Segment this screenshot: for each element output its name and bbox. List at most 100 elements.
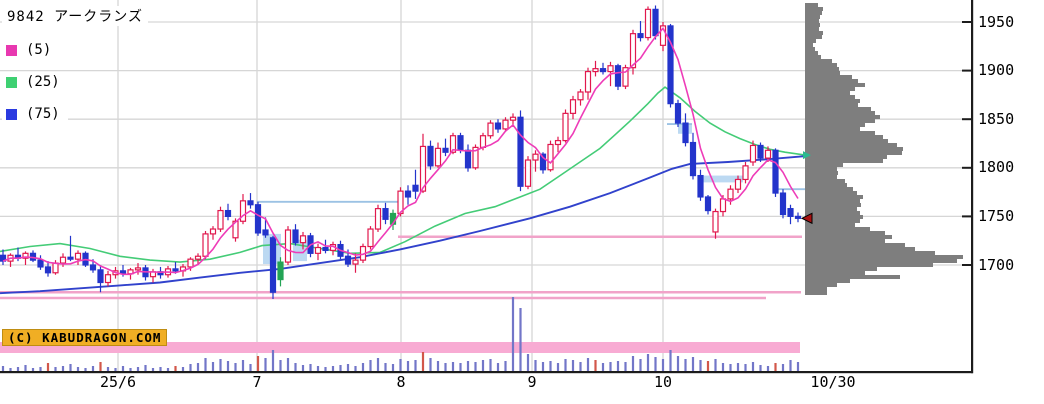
bull-candle (509, 116, 517, 121)
volume-bar (759, 365, 762, 372)
volume-profile-bar (805, 267, 877, 271)
volume-bar (729, 364, 732, 372)
volume-profile-bar (805, 259, 957, 263)
bull-candle (472, 146, 479, 169)
volume-bar (39, 367, 42, 372)
volume-bar (594, 360, 597, 372)
copyright-watermark: (C) KABUDRAGON.COM (2, 329, 168, 346)
y-axis-label: 1850 (978, 109, 1015, 128)
bear-candle (682, 122, 689, 144)
volume-profile-bar (805, 271, 865, 275)
volume-profile-bar (805, 139, 888, 143)
volume-profile-bar (805, 15, 820, 19)
volume-bar (234, 363, 237, 372)
volume-profile-bar (805, 79, 858, 83)
volume-profile-bar (805, 167, 837, 171)
bull-candle (532, 153, 539, 161)
volume-profile-bar (805, 23, 820, 27)
volume-profile-bar (805, 203, 861, 207)
volume-bar (211, 362, 215, 372)
volume-bar (609, 362, 612, 372)
volume-bar (174, 366, 177, 372)
bull-candle (217, 209, 224, 230)
volume-bar (346, 364, 350, 372)
volume-profile-bar (805, 163, 843, 167)
volume-profile-bar (805, 195, 863, 199)
y-axis-label: 1900 (978, 61, 1015, 80)
volume-bar (316, 366, 320, 372)
ma75-color-swatch (6, 108, 17, 120)
bull-candle (622, 67, 629, 87)
volume-bar (661, 359, 665, 372)
volume-bar (796, 362, 800, 372)
bear-candle (704, 196, 712, 212)
legend: 9842 アークランズ (5) (25) (75) (2, 6, 149, 122)
bear-candle (494, 122, 502, 130)
bear-candle (269, 237, 277, 293)
volume-bar (736, 363, 740, 372)
volume-bar (309, 364, 312, 372)
volume-profile-bar (805, 175, 837, 179)
bear-candle (344, 255, 352, 265)
volume-bar (459, 363, 462, 372)
bull-candle (659, 25, 667, 46)
legend-item-ma75: (75) (2, 106, 68, 122)
bear-candle (689, 141, 697, 177)
bull-candle (419, 145, 427, 192)
volume-profile-bar (805, 255, 963, 259)
volume-profile-bar (805, 7, 823, 11)
ma5-color-swatch (6, 44, 17, 56)
bear-candle (539, 153, 547, 171)
volume-profile-bar (805, 143, 897, 147)
volume-profile-bar (805, 227, 870, 231)
volume-profile-bar (805, 191, 857, 195)
bear-candle (0, 254, 7, 262)
bull-candle (607, 65, 614, 73)
volume-bar (99, 362, 102, 372)
volume-bar (654, 357, 657, 372)
bear-candle (172, 268, 179, 272)
volume-profile-bar (805, 19, 819, 23)
volume-profile-bar (805, 91, 850, 95)
volume-bar (69, 364, 72, 372)
volume-profile-bar (805, 179, 845, 183)
volume-profile-bar (805, 3, 818, 7)
volume-profile-bar (805, 83, 865, 87)
volume-bar (286, 358, 290, 372)
volume-bar (384, 363, 387, 372)
bull-candle (554, 139, 562, 146)
volume-bar (541, 362, 545, 372)
legend-item-ma25: (25) (2, 74, 68, 90)
bull-candle (277, 261, 284, 281)
volume-bar (579, 362, 582, 372)
volume-bar (196, 363, 200, 372)
bull-candle (367, 228, 374, 248)
volume-bar (429, 358, 432, 372)
x-axis-line (0, 371, 973, 374)
volume-bar (789, 360, 792, 372)
volume-bar (376, 358, 380, 372)
bear-candle (757, 144, 764, 159)
volume-profile-bar (805, 51, 818, 55)
volume-profile-bar (805, 43, 813, 47)
volume-bar (301, 365, 305, 372)
bull-candle (134, 267, 142, 271)
volume-bar (699, 360, 702, 372)
volume-profile-bar (805, 115, 880, 119)
volume-bar (714, 359, 717, 372)
volume-bar (76, 367, 80, 372)
volume-profile-bar (805, 99, 860, 103)
volume-bar (129, 368, 132, 372)
volume-highlight-band (0, 342, 800, 353)
bear-candle (37, 259, 44, 268)
bear-candle (44, 266, 52, 274)
volume-bar (766, 366, 770, 372)
volume-bar (361, 363, 365, 372)
bear-candle (779, 192, 787, 216)
volume-bar (1, 366, 5, 372)
volume-profile-bar (805, 55, 821, 59)
volume-profile-bar (805, 31, 823, 35)
x-axis-label: 10/30 (810, 373, 856, 391)
volume-profile-bar (805, 127, 860, 131)
volume-bar (294, 363, 297, 372)
